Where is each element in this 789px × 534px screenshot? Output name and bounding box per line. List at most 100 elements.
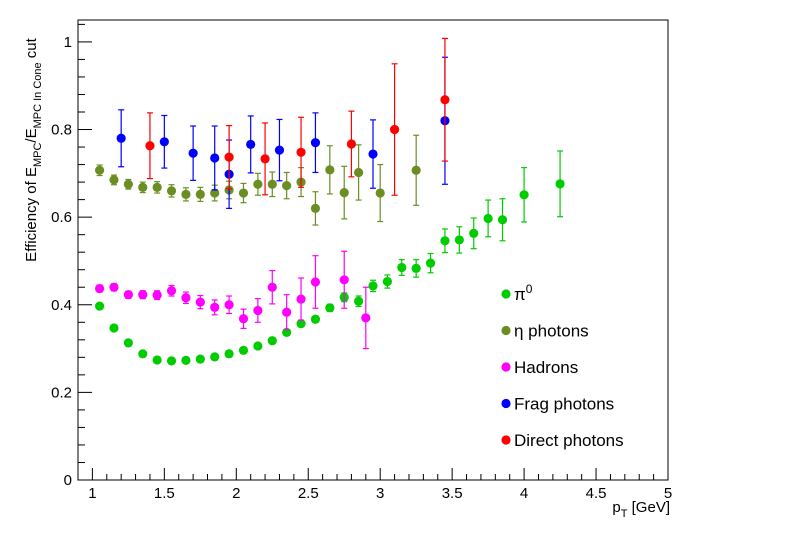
legend-marker: [501, 435, 511, 445]
x-tick-label: 4: [520, 485, 528, 502]
legend-marker: [501, 362, 511, 372]
data-point: [354, 296, 364, 306]
legend: π0 η photons Hadrons Frag photons Direct pho…: [501, 282, 624, 450]
x-tick-label: 1: [88, 485, 96, 502]
data-point: [382, 276, 392, 287]
data-point: [181, 355, 191, 365]
x-axis-title-main: p: [612, 499, 620, 516]
data-point: [152, 355, 162, 365]
data-point: [210, 188, 220, 198]
y-axis-title-prefix: Efficiency of E: [23, 167, 40, 262]
axes-layer: 1 1.5 2 2.5 3 3.5 4 4.5 5 0 0.2 0.4 0.6 0.8 1: [51, 19, 672, 502]
data-point: [152, 182, 162, 192]
legend-label-main: Direct photons: [514, 431, 624, 450]
data-points-layer: [94, 37, 565, 366]
data-point: [181, 293, 191, 303]
data-point: [454, 235, 464, 245]
data-point: [440, 236, 450, 246]
y-tick-label: 0.6: [51, 209, 72, 226]
data-point: [238, 314, 249, 324]
data-point: [346, 139, 357, 149]
data-point: [166, 356, 177, 366]
data-point: [138, 290, 148, 300]
data-point: [368, 281, 378, 291]
data-point: [274, 145, 285, 155]
data-point: [339, 275, 349, 285]
y-axis-title-slash: /E: [23, 128, 40, 142]
data-point: [296, 294, 306, 304]
data-point: [238, 188, 249, 198]
data-point: [195, 297, 205, 307]
data-point: [497, 215, 508, 225]
legend-label-main: Hadrons: [514, 358, 578, 377]
legend-label: Frag photons: [514, 395, 614, 414]
data-point: [152, 290, 162, 300]
data-point: [195, 189, 205, 199]
data-point: [188, 148, 198, 158]
data-point: [267, 282, 277, 292]
data-point: [267, 336, 277, 346]
legend-label-main: π: [514, 285, 526, 304]
x-tick-label: 3: [376, 485, 384, 502]
data-point: [210, 302, 220, 312]
y-tick-label: 0.8: [51, 122, 72, 139]
data-point: [411, 165, 421, 175]
data-point: [310, 314, 321, 324]
legend-marker: [501, 289, 511, 299]
x-tick-label: 4.5: [586, 485, 607, 502]
data-point: [109, 282, 119, 292]
data-point: [375, 188, 385, 198]
legend-label-main: η photons: [514, 322, 589, 341]
data-point: [224, 152, 234, 162]
data-point: [296, 319, 306, 329]
data-point: [310, 138, 321, 148]
data-point: [123, 179, 133, 189]
data-point: [519, 190, 529, 200]
y-axis-title: Efficiency of EMPC/EMPC In Cone cut: [23, 37, 44, 261]
x-tick-label: 1.5: [154, 485, 175, 502]
x-tick-label: 5: [664, 485, 672, 502]
data-point: [267, 179, 277, 189]
data-point: [296, 147, 306, 157]
legend-label-sup: 0: [526, 282, 533, 296]
data-point: [195, 354, 205, 364]
legend-label: Direct photons: [514, 431, 624, 450]
x-axis-title-unit: [GeV]: [627, 499, 670, 516]
legend-label: Hadrons: [514, 358, 578, 377]
x-axis-title: pT [GeV]: [612, 499, 670, 520]
data-point: [253, 341, 263, 351]
series-η-photons: [94, 134, 421, 226]
legend-label: π0: [514, 282, 533, 304]
data-point: [397, 262, 407, 273]
y-axis-title-sub2: MPC In Cone: [32, 62, 44, 128]
data-point: [440, 95, 450, 105]
series-hadrons: [94, 250, 371, 350]
data-point: [310, 277, 321, 287]
data-point: [325, 303, 335, 313]
data-point: [555, 179, 565, 189]
data-point: [238, 345, 249, 355]
data-point: [210, 153, 220, 163]
data-point: [260, 154, 270, 164]
series-direct-photons: [145, 37, 450, 196]
plot-frame: [77, 19, 669, 481]
y-tick-label: 1: [64, 34, 72, 51]
data-point: [159, 137, 169, 147]
series-π⁰: [94, 150, 565, 366]
data-point: [282, 181, 292, 191]
data-point: [224, 349, 234, 359]
legend-marker: [501, 398, 511, 409]
data-point: [354, 167, 364, 178]
data-point: [123, 290, 133, 300]
data-point: [123, 338, 133, 348]
data-point: [425, 258, 436, 268]
y-tick-label: 0.2: [51, 384, 72, 401]
x-tick-label: 2.5: [298, 485, 319, 502]
data-point: [339, 188, 349, 198]
data-point: [469, 228, 479, 238]
data-point: [483, 213, 493, 224]
data-point: [210, 352, 220, 362]
data-point: [166, 286, 177, 296]
data-point: [116, 133, 126, 143]
